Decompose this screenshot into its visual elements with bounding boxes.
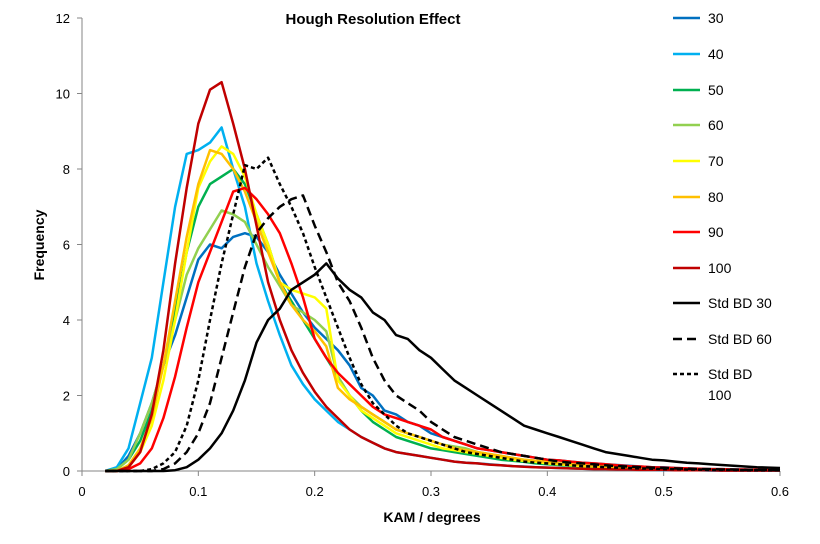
y-tick-label: 6: [63, 238, 70, 253]
y-tick-label: 4: [63, 313, 70, 328]
legend-label: 50: [708, 82, 724, 98]
axes: 0 2 4 6 8 10 12 0 0.1 0.2 0.3 0.4 0.5 0.6: [56, 11, 790, 499]
legend-label: 80: [708, 189, 724, 205]
y-axis-label: Frequency: [31, 209, 47, 280]
y-tick-label: 2: [63, 389, 70, 404]
x-axis-label: KAM / degrees: [383, 509, 480, 525]
legend-label: 100: [708, 260, 732, 276]
series-line-std-bd-30: [105, 262, 781, 473]
legend-label-line: Std BD: [708, 366, 752, 382]
x-tick-label: 0.6: [771, 484, 789, 499]
legend-label: Std BD 30: [708, 295, 772, 311]
x-tick-label: 0: [78, 484, 85, 499]
legend-label: 60: [708, 117, 724, 133]
y-tick-label: 12: [56, 11, 70, 26]
legend-label: 70: [708, 153, 724, 169]
y-tick-label: 8: [63, 162, 70, 177]
y-tick-label: 10: [56, 87, 70, 102]
legend-label: 40: [708, 46, 724, 62]
series-line-std-bd-100: [105, 156, 780, 473]
series-line-std-bd-60: [105, 194, 781, 473]
x-tick-label: 0.3: [422, 484, 440, 499]
legend-label: 90: [708, 224, 724, 240]
series-line-70: [105, 145, 780, 473]
legend-label: Std BD 100: [708, 366, 752, 403]
series-line-40: [104, 126, 780, 473]
series-line-50: [105, 167, 780, 473]
x-tick-label: 0.2: [306, 484, 324, 499]
legend: 30 40 50 60 70 80 90 100 Std BD 30 Std BD 60 Std B…: [673, 10, 772, 403]
x-tick-label: 0.4: [538, 484, 556, 499]
y-tick-label: 0: [63, 464, 70, 479]
legend-label: Std BD 60: [708, 331, 772, 347]
plot-area: [104, 80, 781, 473]
chart-title: Hough Resolution Effect: [286, 11, 461, 28]
x-tick-label: 0.5: [655, 484, 673, 499]
legend-label-line: 100: [708, 387, 732, 403]
x-tick-label: 0.1: [189, 484, 207, 499]
legend-label: 30: [708, 10, 724, 26]
series-line-100: [105, 80, 780, 473]
